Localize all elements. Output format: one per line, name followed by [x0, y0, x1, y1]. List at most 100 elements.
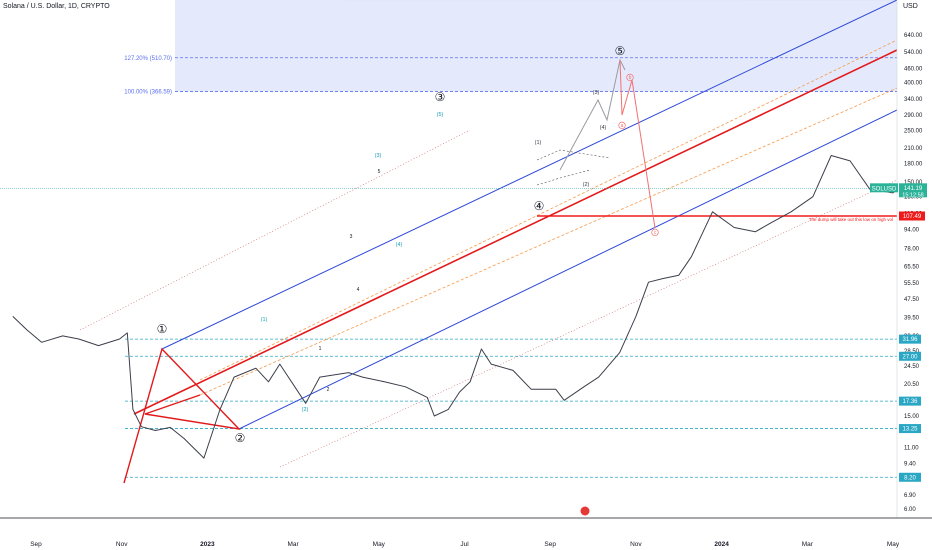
correction-label: a [621, 123, 624, 129]
price-badge-countdown: 15:12:58 [902, 192, 923, 198]
projection-wave-label: (3) [593, 90, 600, 96]
wave-label-minor: (5) [437, 112, 444, 118]
wave-label-minor: (4) [396, 242, 403, 248]
event-flag-icon [580, 506, 590, 516]
x-tick-label: May [887, 541, 900, 548]
wave-label-major: ④ [534, 199, 545, 213]
x-tick-label: Nov [116, 541, 128, 548]
support-badge [899, 211, 925, 221]
pitchfork-outer-lower [279, 179, 898, 468]
y-tick-label: 94.00 [904, 228, 920, 234]
projection-path-grey [559, 58, 626, 171]
y-tick-label: 78.00 [904, 247, 920, 253]
x-tick-label: Jul [460, 541, 469, 548]
level-badge-label: 31.96 [902, 337, 918, 343]
projection-wave-label: (1) [535, 140, 542, 146]
y-tick-label: 640.00 [904, 33, 923, 39]
chart-title: Solana / U.S. Dollar, 1D, CRYPTO [3, 3, 110, 10]
correction-label-circle [618, 121, 626, 130]
pitchfork-outer-upper [79, 129, 471, 331]
y-tick-label: 6.00 [904, 507, 916, 513]
support-badge-label: 107.49 [903, 214, 922, 220]
correction-label: c [654, 230, 657, 236]
y-tick-label: 11.00 [904, 445, 919, 451]
y-tick-label: 290.00 [904, 113, 923, 119]
pitchfork-inner-upper [199, 39, 898, 381]
wave-label-sub: 1 [319, 346, 322, 352]
x-tick-label: 2024 [714, 541, 729, 548]
projection-wave-label: (2) [583, 182, 590, 188]
projection-path-red [619, 59, 656, 229]
y-tick-label: 340.00 [904, 97, 923, 103]
y-tick-label: 47.50 [904, 297, 920, 303]
pitchfork-inner-lower [199, 87, 898, 396]
wave-label-layer: ① ② ③ ④ ⑤ (1) (2) (3) (4) (5) 1 2 3 4 5 (1) (2) (3) (4) a b c [157, 44, 659, 445]
support-note: The dump will take out this low on high … [809, 217, 893, 222]
wave-label-sub: 2 [327, 387, 330, 393]
wave-label-minor: (3) [375, 153, 382, 159]
level-badge [899, 351, 921, 361]
wave-label-major: ① [157, 322, 168, 336]
level-badge [899, 396, 921, 406]
y-tick-label: 130.00 [904, 195, 923, 201]
y-tick-label: 15.00 [904, 414, 920, 420]
wave-label-minor: (1) [261, 317, 268, 323]
wave-label-sub: 5 [378, 169, 381, 175]
x-tick-label: Nov [630, 541, 642, 548]
x-tick-label: Mar [287, 541, 299, 548]
y-tick-label: 540.00 [904, 50, 923, 56]
y-tick-label: 20.50 [904, 382, 920, 388]
x-tick-label: May [373, 541, 386, 548]
y-tick-label: 210.00 [904, 146, 923, 152]
level-badge [899, 424, 921, 434]
grid-layer: 127.20% (510.70) 100.00% (366.59) [124, 56, 897, 478]
y-tick-label: 150.00 [904, 180, 923, 186]
pitchfork-lower-line [238, 109, 898, 430]
pitchfork-median-line [133, 49, 898, 415]
y-tick-label: 460.00 [904, 66, 923, 72]
wave-label-sub: 3 [350, 234, 353, 240]
x-tick-label: Sep [544, 541, 556, 548]
price-line-layer [12, 155, 932, 459]
projection-wave-label: (4) [600, 125, 607, 131]
y-tick-label: 400.00 [904, 81, 923, 87]
pitchfork-handle [123, 347, 241, 484]
y-tick-label: 9.40 [904, 461, 916, 467]
x-tick-label: Sep [30, 541, 42, 548]
pitchfork-channel: The dump will take out this low on high … [79, 0, 898, 484]
fib-level-label: 100.00% (366.59) [124, 89, 172, 95]
level-badge [899, 472, 921, 482]
level-badge-label: 17.36 [902, 399, 918, 405]
y-tick-label: 65.50 [904, 264, 920, 270]
x-tick-label: 2023 [200, 541, 215, 548]
triangle-top [536, 149, 611, 161]
fib-target-zone [175, 0, 897, 92]
level-badge [899, 334, 921, 344]
wave-label-major: ⑤ [615, 44, 626, 58]
y-tick-label: 250.00 [904, 128, 923, 134]
x-tick-label: Mar [802, 541, 814, 548]
price-axis-panel [897, 0, 932, 518]
price-badge-value: 141.19 [904, 186, 923, 192]
y-tick-label: 24.50 [904, 364, 920, 370]
y-tick-label: 180.00 [904, 162, 923, 168]
triangle-bottom [536, 169, 591, 186]
symbol-badge-label: SOLUSD [872, 186, 897, 192]
background-layer [175, 0, 897, 92]
wave-label-minor: (2) [302, 407, 309, 413]
wave-label-major: ③ [435, 90, 446, 104]
correction-label-circle [626, 73, 634, 82]
y-tick-label: 6.90 [904, 493, 916, 499]
correction-label-circle [651, 228, 659, 237]
y-tick-label: 55.50 [904, 281, 920, 287]
wave-label-major: ② [235, 431, 246, 445]
wave-label-sub: 4 [357, 287, 360, 293]
symbol-badge [870, 183, 898, 193]
price-badge [899, 183, 927, 198]
pitchfork-upper-line [161, 0, 898, 350]
currency-label: USD [903, 3, 918, 10]
projection-layer [536, 58, 656, 229]
level-badge-label: 8.20 [904, 475, 916, 481]
